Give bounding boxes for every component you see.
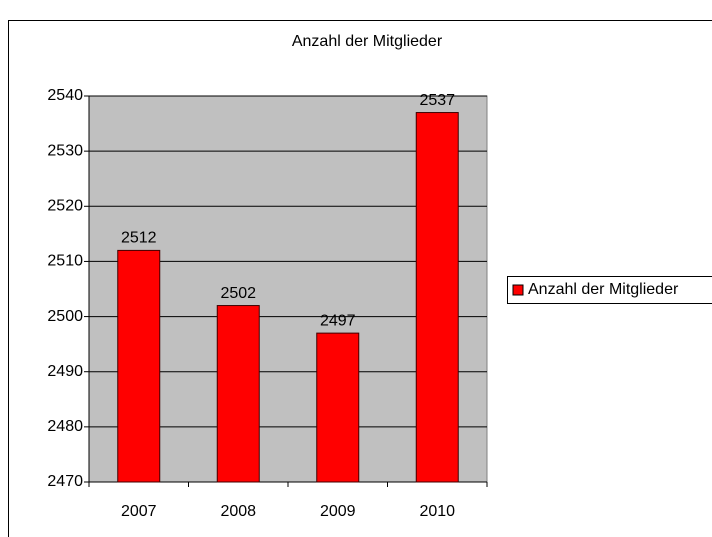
bar bbox=[415, 112, 459, 483]
x-tick-label: 2007 bbox=[121, 503, 157, 520]
x-tick-label: 2010 bbox=[419, 503, 455, 520]
data-label: 2497 bbox=[320, 312, 356, 329]
data-label: 2512 bbox=[121, 230, 157, 247]
bar bbox=[117, 249, 161, 483]
x-tick-label: 2008 bbox=[220, 503, 256, 520]
y-tick-label: 2480 bbox=[47, 418, 83, 435]
y-tick-label: 2540 bbox=[47, 87, 83, 104]
y-tick-label: 2530 bbox=[47, 142, 83, 159]
y-tick-label: 2510 bbox=[47, 253, 83, 270]
y-tick-label: 2500 bbox=[47, 308, 83, 325]
chart-title: Anzahl der Mitglieder bbox=[292, 33, 443, 50]
legend-swatch bbox=[512, 284, 524, 296]
legend-label: Anzahl der Mitglieder bbox=[528, 281, 679, 298]
y-tick-label: 2520 bbox=[47, 198, 83, 215]
y-tick-label: 2490 bbox=[47, 363, 83, 380]
y-tick-label: 2470 bbox=[47, 473, 83, 490]
bar bbox=[316, 332, 360, 483]
bar bbox=[216, 305, 260, 483]
x-tick-label: 2009 bbox=[320, 503, 356, 520]
chart-frame bbox=[8, 20, 712, 537]
legend-box bbox=[507, 276, 712, 304]
data-label: 2502 bbox=[220, 285, 256, 302]
data-label: 2537 bbox=[419, 92, 455, 109]
